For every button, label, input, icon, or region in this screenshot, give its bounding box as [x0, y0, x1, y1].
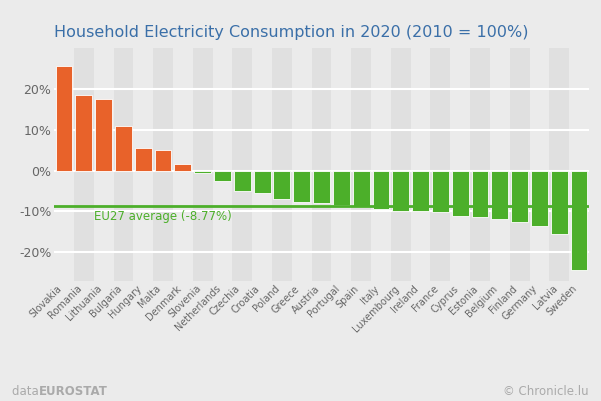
Bar — [571, 170, 588, 271]
Bar — [450, 48, 470, 281]
Text: data:: data: — [12, 385, 46, 398]
Bar — [472, 170, 489, 217]
Bar — [254, 170, 270, 193]
Text: EUROSTAT: EUROSTAT — [39, 385, 108, 398]
Bar — [75, 95, 92, 170]
Bar — [115, 126, 132, 170]
Bar — [273, 170, 290, 199]
Bar — [531, 170, 548, 226]
Bar — [373, 170, 389, 209]
Bar — [331, 48, 351, 281]
Bar — [174, 164, 191, 170]
Text: Household Electricity Consumption in 2020 (2010 = 100%): Household Electricity Consumption in 202… — [54, 25, 529, 40]
Bar — [54, 48, 74, 281]
Bar — [371, 48, 391, 281]
Bar — [410, 48, 430, 281]
Bar — [135, 148, 151, 170]
Bar — [213, 48, 233, 281]
Bar — [194, 170, 211, 172]
Bar — [432, 170, 449, 212]
Bar — [529, 48, 549, 281]
Text: EU27 average (-8.77%): EU27 average (-8.77%) — [94, 210, 231, 223]
Bar — [133, 48, 153, 281]
Bar — [492, 170, 508, 219]
Bar — [452, 170, 469, 216]
Bar — [392, 170, 409, 211]
Bar — [551, 170, 568, 234]
Bar — [55, 67, 72, 170]
Bar — [293, 170, 310, 203]
Bar — [412, 170, 429, 211]
Bar — [569, 48, 589, 281]
Bar — [234, 170, 251, 191]
Bar — [511, 170, 528, 221]
Bar — [214, 170, 231, 181]
Bar — [154, 150, 171, 170]
Bar — [490, 48, 510, 281]
Bar — [94, 48, 114, 281]
Bar — [173, 48, 193, 281]
Bar — [252, 48, 272, 281]
Bar — [333, 170, 350, 205]
Bar — [95, 99, 112, 170]
Bar — [313, 170, 330, 203]
Bar — [292, 48, 312, 281]
Bar — [353, 170, 370, 207]
Text: © Chronicle.lu: © Chronicle.lu — [504, 385, 589, 398]
